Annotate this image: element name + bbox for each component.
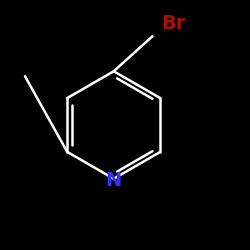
Text: N: N <box>106 170 122 190</box>
Text: Br: Br <box>162 14 186 33</box>
